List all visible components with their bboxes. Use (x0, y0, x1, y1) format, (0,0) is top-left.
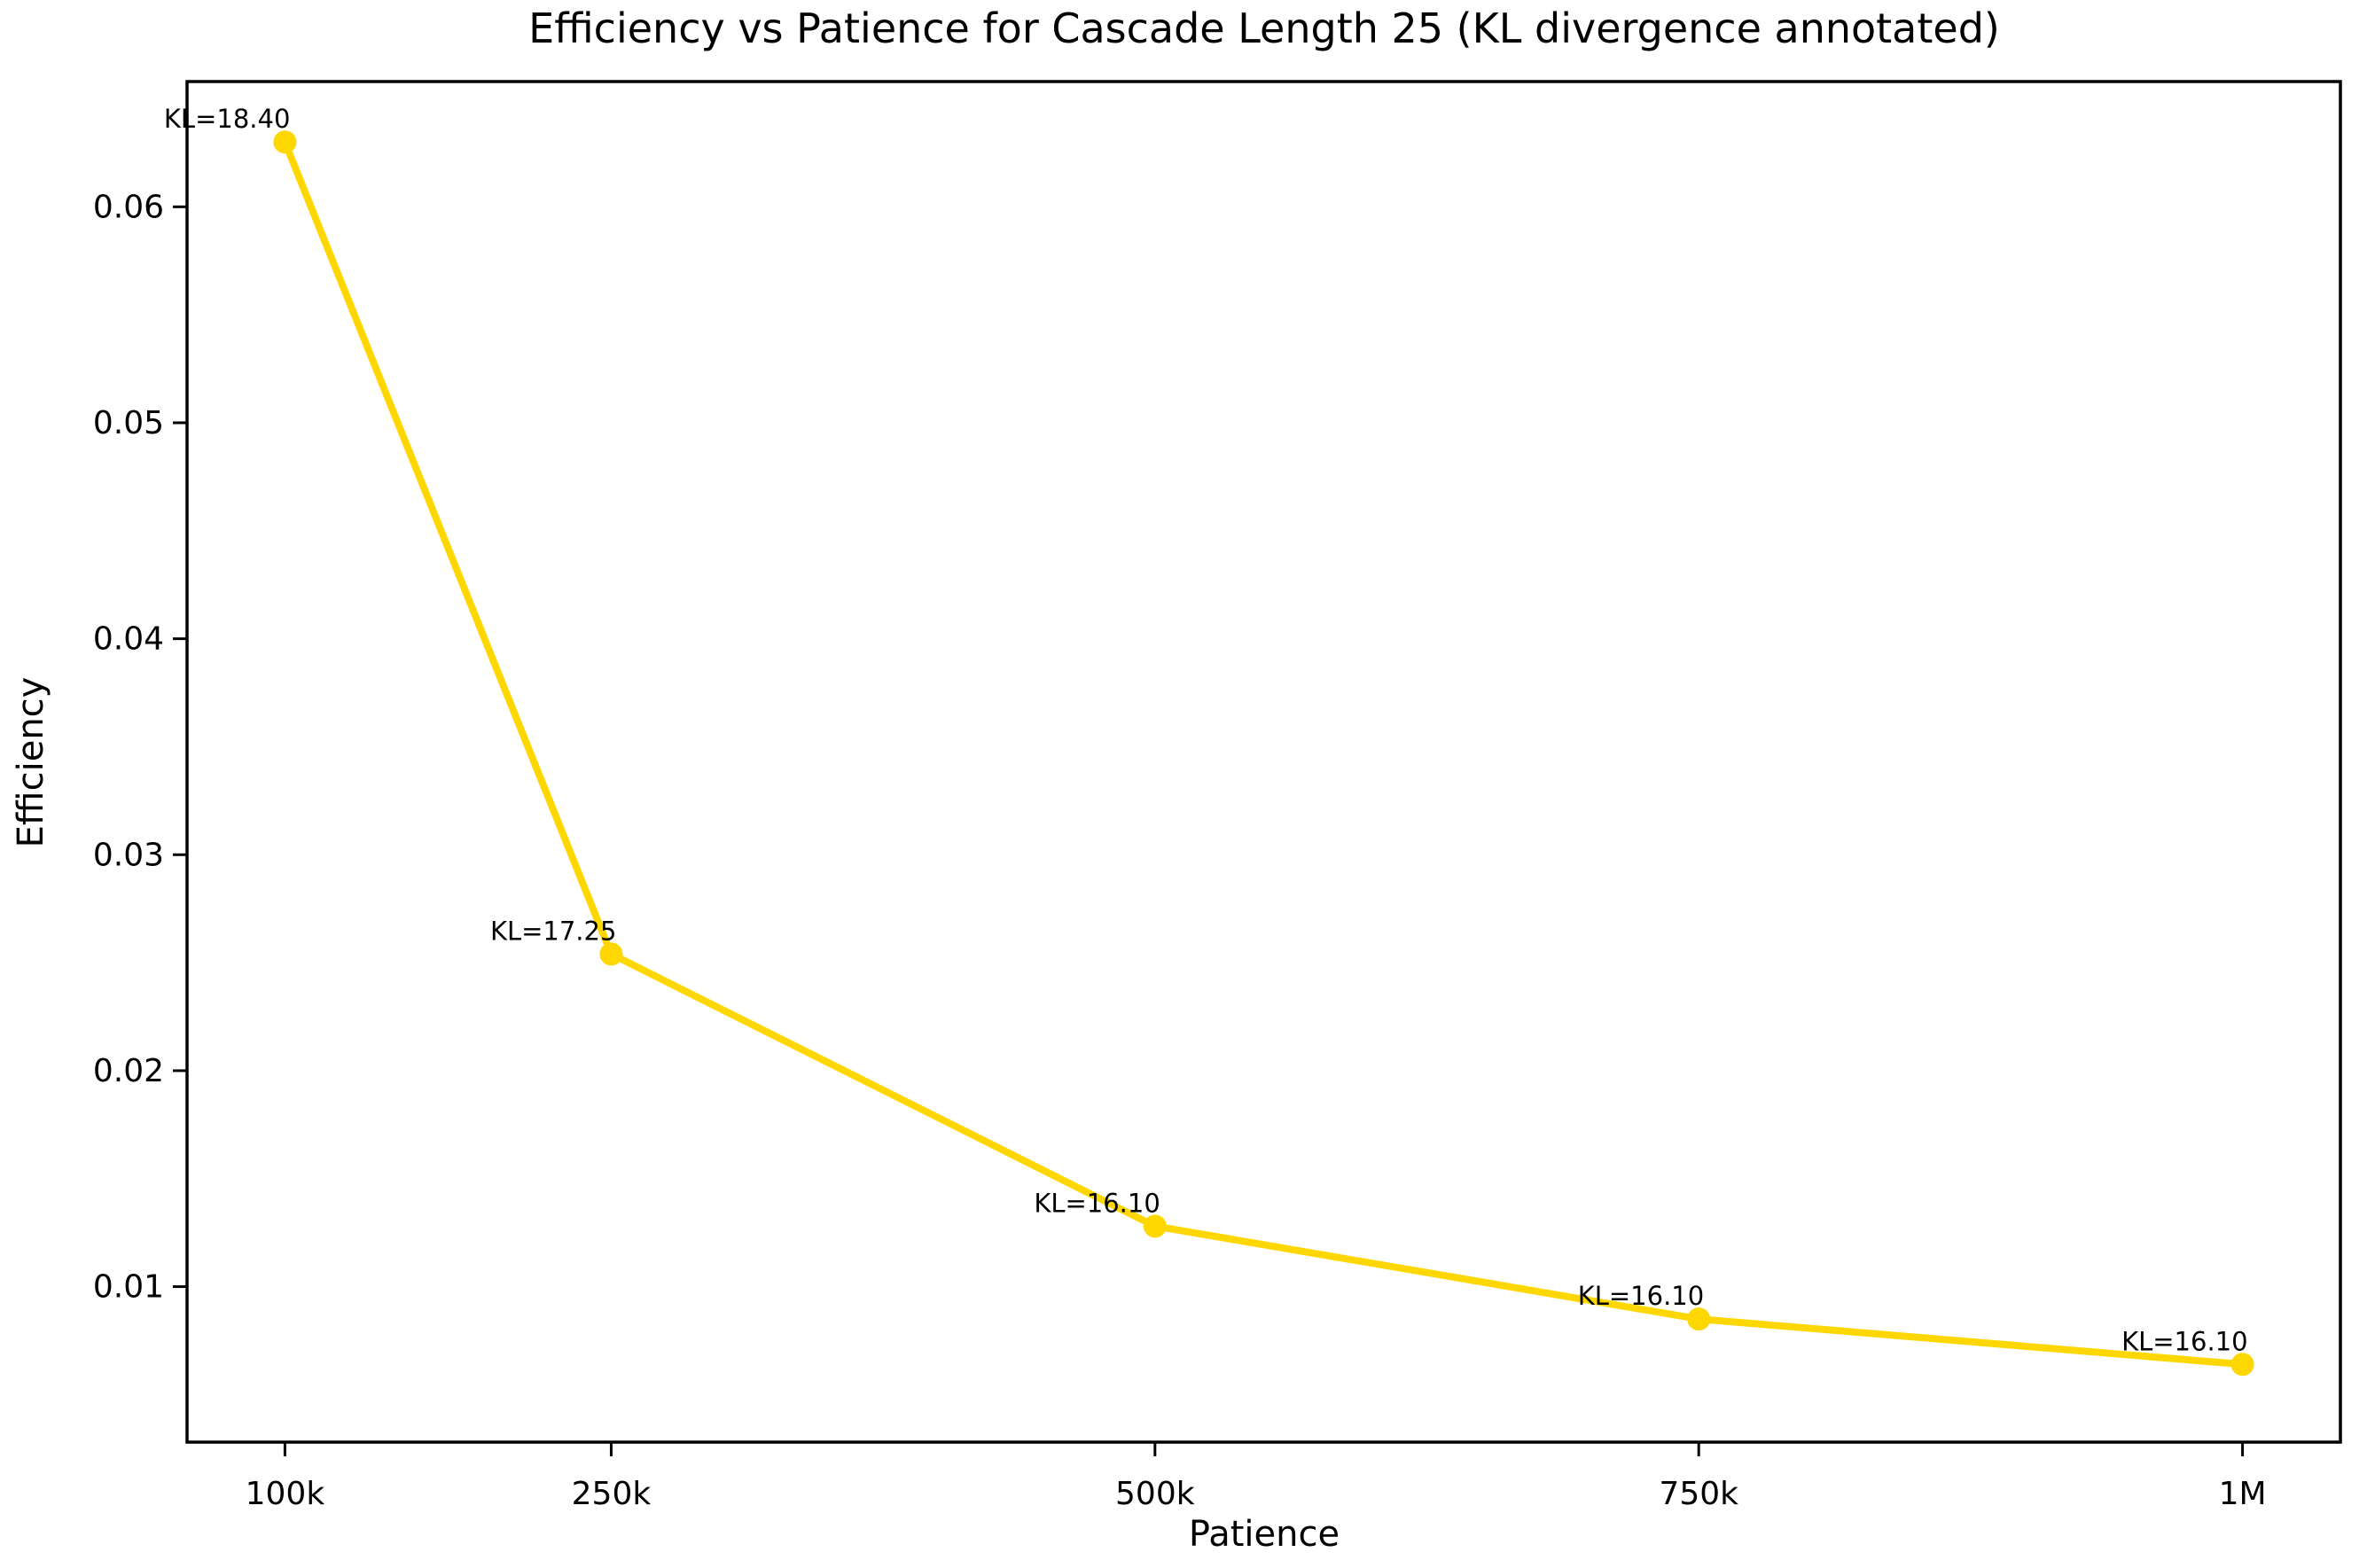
x-tick-label: 100k (246, 1476, 325, 1512)
data-point[interactable] (1687, 1307, 1711, 1331)
data-point[interactable] (1143, 1214, 1167, 1238)
plot-area: 0.01 0.02 0.03 0.04 0.05 0.06 100k 250k 500k 750k… (93, 80, 2342, 1512)
y-tick-label: 0.03 (93, 837, 164, 873)
data-point[interactable] (599, 942, 623, 966)
kl-annotation: KL=16.10 (1034, 1188, 1160, 1218)
y-tick-label: 0.05 (93, 405, 164, 441)
axes-frame (185, 80, 2342, 1444)
x-tick-label: 500k (1115, 1476, 1195, 1512)
y-tick-label: 0.02 (93, 1053, 164, 1089)
x-tick-label: 750k (1659, 1476, 1738, 1512)
kl-annotation: KL=18.40 (164, 104, 291, 134)
x-tick-label: 250k (572, 1476, 652, 1512)
y-axis-label: Efficiency (11, 677, 51, 848)
x-axis-label: Patience (1189, 1514, 1340, 1555)
data-point[interactable] (273, 130, 297, 154)
x-tick-label: 1M (2219, 1476, 2267, 1512)
chart-title: Efficiency vs Patience for Cascade Lengt… (528, 4, 2000, 52)
y-tick-label: 0.06 (93, 189, 164, 225)
y-tick-label: 0.01 (93, 1269, 164, 1306)
kl-annotation: KL=16.10 (1578, 1281, 1705, 1311)
kl-annotation: KL=16.10 (2121, 1326, 2248, 1356)
data-line (281, 138, 2246, 1369)
kl-annotation: KL=17.25 (490, 916, 617, 946)
y-tick-label: 0.04 (93, 621, 164, 658)
data-point[interactable] (2230, 1353, 2254, 1377)
